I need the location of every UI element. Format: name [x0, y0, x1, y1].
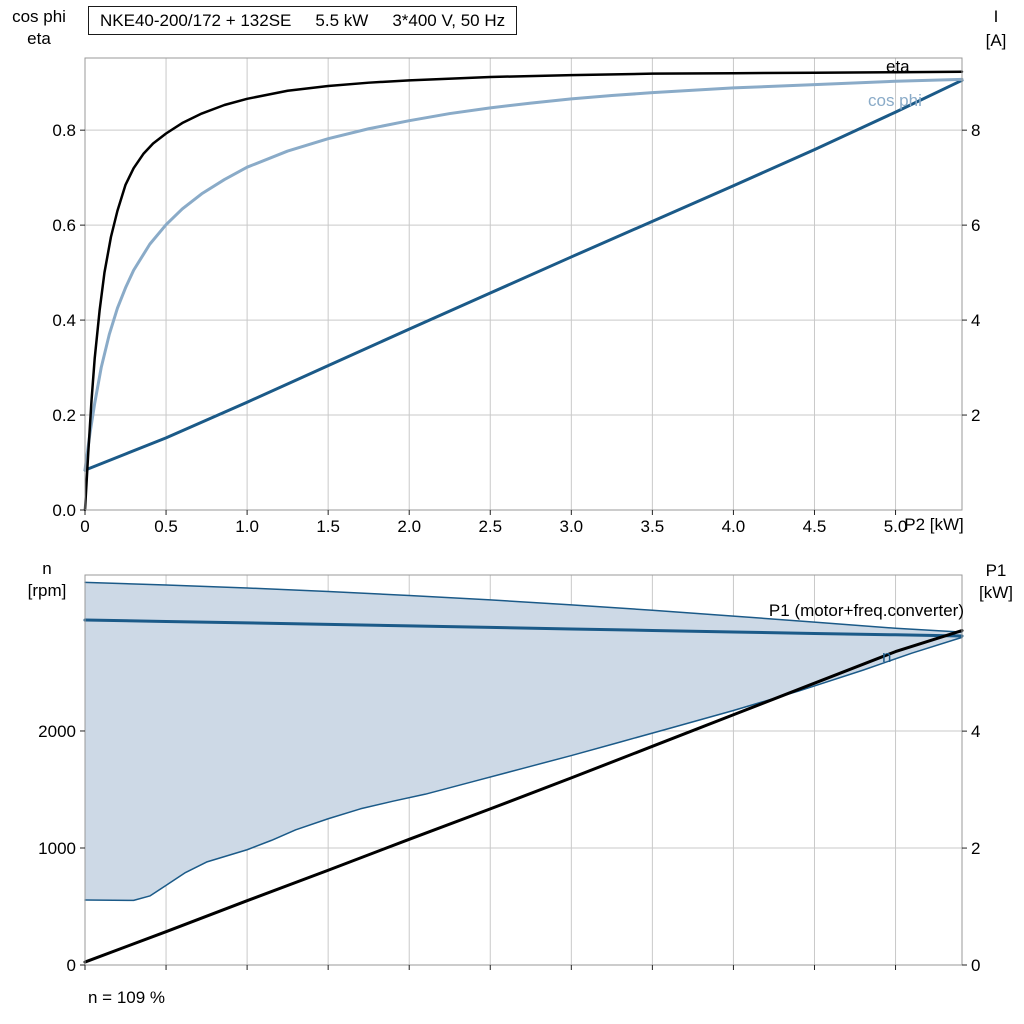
y-right-axis-title: I: [994, 7, 999, 26]
title-supply: 3*400 V, 50 Hz: [392, 11, 506, 30]
y-right-tick-label: 2: [971, 406, 980, 425]
curve-n-max: [84, 581, 963, 633]
y-left-axis-title: cos phi: [12, 7, 66, 26]
x-tick-label: 4.0: [722, 517, 746, 536]
y-left-tick-label: 0.4: [52, 311, 76, 330]
y-left-tick-label: 0.6: [52, 216, 76, 235]
x-tick-label: 0.5: [154, 517, 178, 536]
y-left-axis-title: n: [42, 559, 51, 578]
x-tick-label: 0: [80, 517, 89, 536]
x-axis-label: P2 [kW]: [904, 515, 964, 534]
curve-n: [83, 618, 964, 638]
curve-P1: [83, 629, 964, 964]
y-right-axis-title: P1: [986, 561, 1007, 580]
title-model: NKE40-200/172 + 132SE: [100, 11, 292, 30]
x-tick-label: 2.0: [397, 517, 421, 536]
x-tick-label: 3.0: [560, 517, 584, 536]
motor-electrical-chart: 0 0.5 1.0 1.5 2.0 2.5 3.0 3.5 4.0 4.5 5.0 0.0 0.2 0.4…: [12, 7, 1006, 536]
y-right-tick-label: 4: [971, 311, 980, 330]
curve-n-min: [84, 636, 963, 902]
y-right-tick-label: 6: [971, 216, 980, 235]
x-tick-label: 2.5: [478, 517, 502, 536]
y-left-axis-title: [rpm]: [28, 581, 67, 600]
title-power: 5.5 kW: [315, 11, 369, 30]
y-right-tick-label: 4: [971, 722, 980, 741]
speed-power-chart: 0 1000 2000 0 2 4 n [rpm] P1 [kW] P1 (motor+freq.c…: [28, 559, 1013, 975]
x-tick-label: 1.0: [235, 517, 259, 536]
curve-label-n: n: [882, 647, 891, 666]
y-right-tick-label: 0: [971, 956, 980, 975]
x-tick-label: 4.5: [803, 517, 827, 536]
y-left-tick-label: 0.0: [52, 501, 76, 520]
curve-current-I: [83, 78, 964, 472]
y-right-tick-label: 8: [971, 121, 980, 140]
curve-cos-phi: [83, 77, 964, 472]
y-left-tick-label: 0.8: [52, 121, 76, 140]
curve-label-cos-phi: cos phi: [868, 91, 922, 110]
operating-range-fill: [85, 582, 962, 901]
y-left-tick-label: 0: [67, 956, 76, 975]
y-left-tick-label: 1000: [38, 839, 76, 858]
title-box: NKE40-200/172 + 132SE 5.5 kW 3*400 V, 50 H…: [88, 6, 518, 35]
x-tick-label: 5.0: [884, 517, 908, 536]
y-left-tick-label: 0.2: [52, 406, 76, 425]
curve-label-eta: eta: [886, 57, 910, 76]
y-right-axis-title: [kW]: [979, 583, 1013, 602]
plot-frame: [84, 57, 963, 511]
curve-label-p1-motor-freq-converter-: P1 (motor+freq.converter): [769, 601, 964, 620]
y-right-axis-title: [A]: [986, 31, 1007, 50]
x-tick-label: 1.5: [316, 517, 340, 536]
plot-frame: [84, 574, 963, 966]
y-left-tick-label: 2000: [38, 722, 76, 741]
curve-eta: [83, 70, 964, 512]
speed-footnote: n = 109 %: [88, 988, 166, 1007]
y-right-tick-label: 2: [971, 839, 980, 858]
x-tick-label: 3.5: [641, 517, 665, 536]
y-left-axis-title: eta: [27, 29, 51, 48]
